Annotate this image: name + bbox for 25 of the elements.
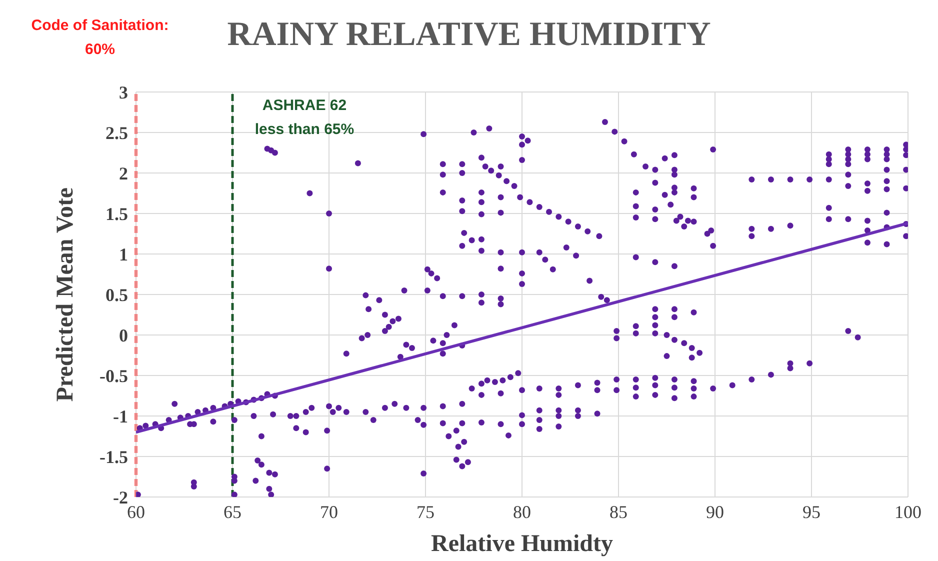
x-tick-label: 60 [127,502,145,522]
x-tick-label: 85 [610,502,628,522]
chart-title: RAINY RELATIVE HUMIDITY [227,16,711,53]
x-tick-label: 80 [513,502,531,522]
x-tick-label: 100 [894,502,922,522]
y-tick-label: 0 [119,325,128,346]
y-tick-label: -2 [113,487,128,508]
x-tick-label: 70 [320,502,338,522]
y-tick-label: -1.5 [100,446,128,467]
x-tick-label: 75 [416,502,434,522]
y-tick-label: -1 [113,406,128,426]
y-tick-label: 1.5 [106,204,128,224]
y-tick-label: 2.5 [106,122,128,143]
y-axis-title: Predicted Mean Vote [52,187,79,402]
x-axis-title: Relative Humidty [431,531,613,557]
y-tick-label: 1 [119,244,128,264]
y-tick-label: 2 [119,163,128,184]
y-tick-label: 3 [119,82,128,102]
ref-line-label: ASHRAE 62 less than 65% [254,97,354,138]
ref-line-label: Code of Sanitation: 60% [31,17,169,58]
x-tick-label: 90 [706,502,724,522]
x-tick-label: 95 [802,502,820,522]
x-tick-label: 65 [224,502,242,522]
y-tick-label: -0.5 [100,366,128,386]
y-tick-label: 0.5 [106,284,128,305]
